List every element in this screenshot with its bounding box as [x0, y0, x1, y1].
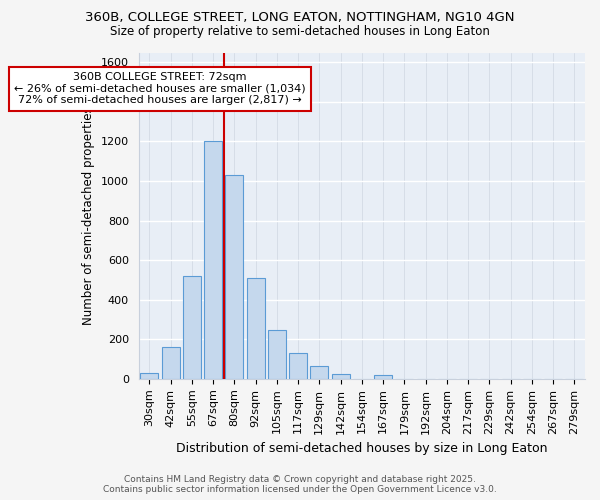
Bar: [310, 366, 328, 379]
Bar: [332, 374, 350, 379]
Bar: [268, 330, 286, 379]
Bar: [140, 373, 158, 379]
Bar: [204, 142, 222, 379]
Bar: [161, 347, 179, 379]
X-axis label: Distribution of semi-detached houses by size in Long Eaton: Distribution of semi-detached houses by …: [176, 442, 548, 455]
Text: 360B, COLLEGE STREET, LONG EATON, NOTTINGHAM, NG10 4GN: 360B, COLLEGE STREET, LONG EATON, NOTTIN…: [85, 11, 515, 24]
Text: Contains HM Land Registry data © Crown copyright and database right 2025.
Contai: Contains HM Land Registry data © Crown c…: [103, 474, 497, 494]
Y-axis label: Number of semi-detached properties: Number of semi-detached properties: [82, 106, 95, 325]
Text: 360B COLLEGE STREET: 72sqm
← 26% of semi-detached houses are smaller (1,034)
72%: 360B COLLEGE STREET: 72sqm ← 26% of semi…: [14, 72, 306, 106]
Bar: [374, 375, 392, 379]
Bar: [247, 278, 265, 379]
Bar: [289, 353, 307, 379]
Bar: [183, 276, 201, 379]
Bar: [225, 175, 244, 379]
Text: Size of property relative to semi-detached houses in Long Eaton: Size of property relative to semi-detach…: [110, 25, 490, 38]
